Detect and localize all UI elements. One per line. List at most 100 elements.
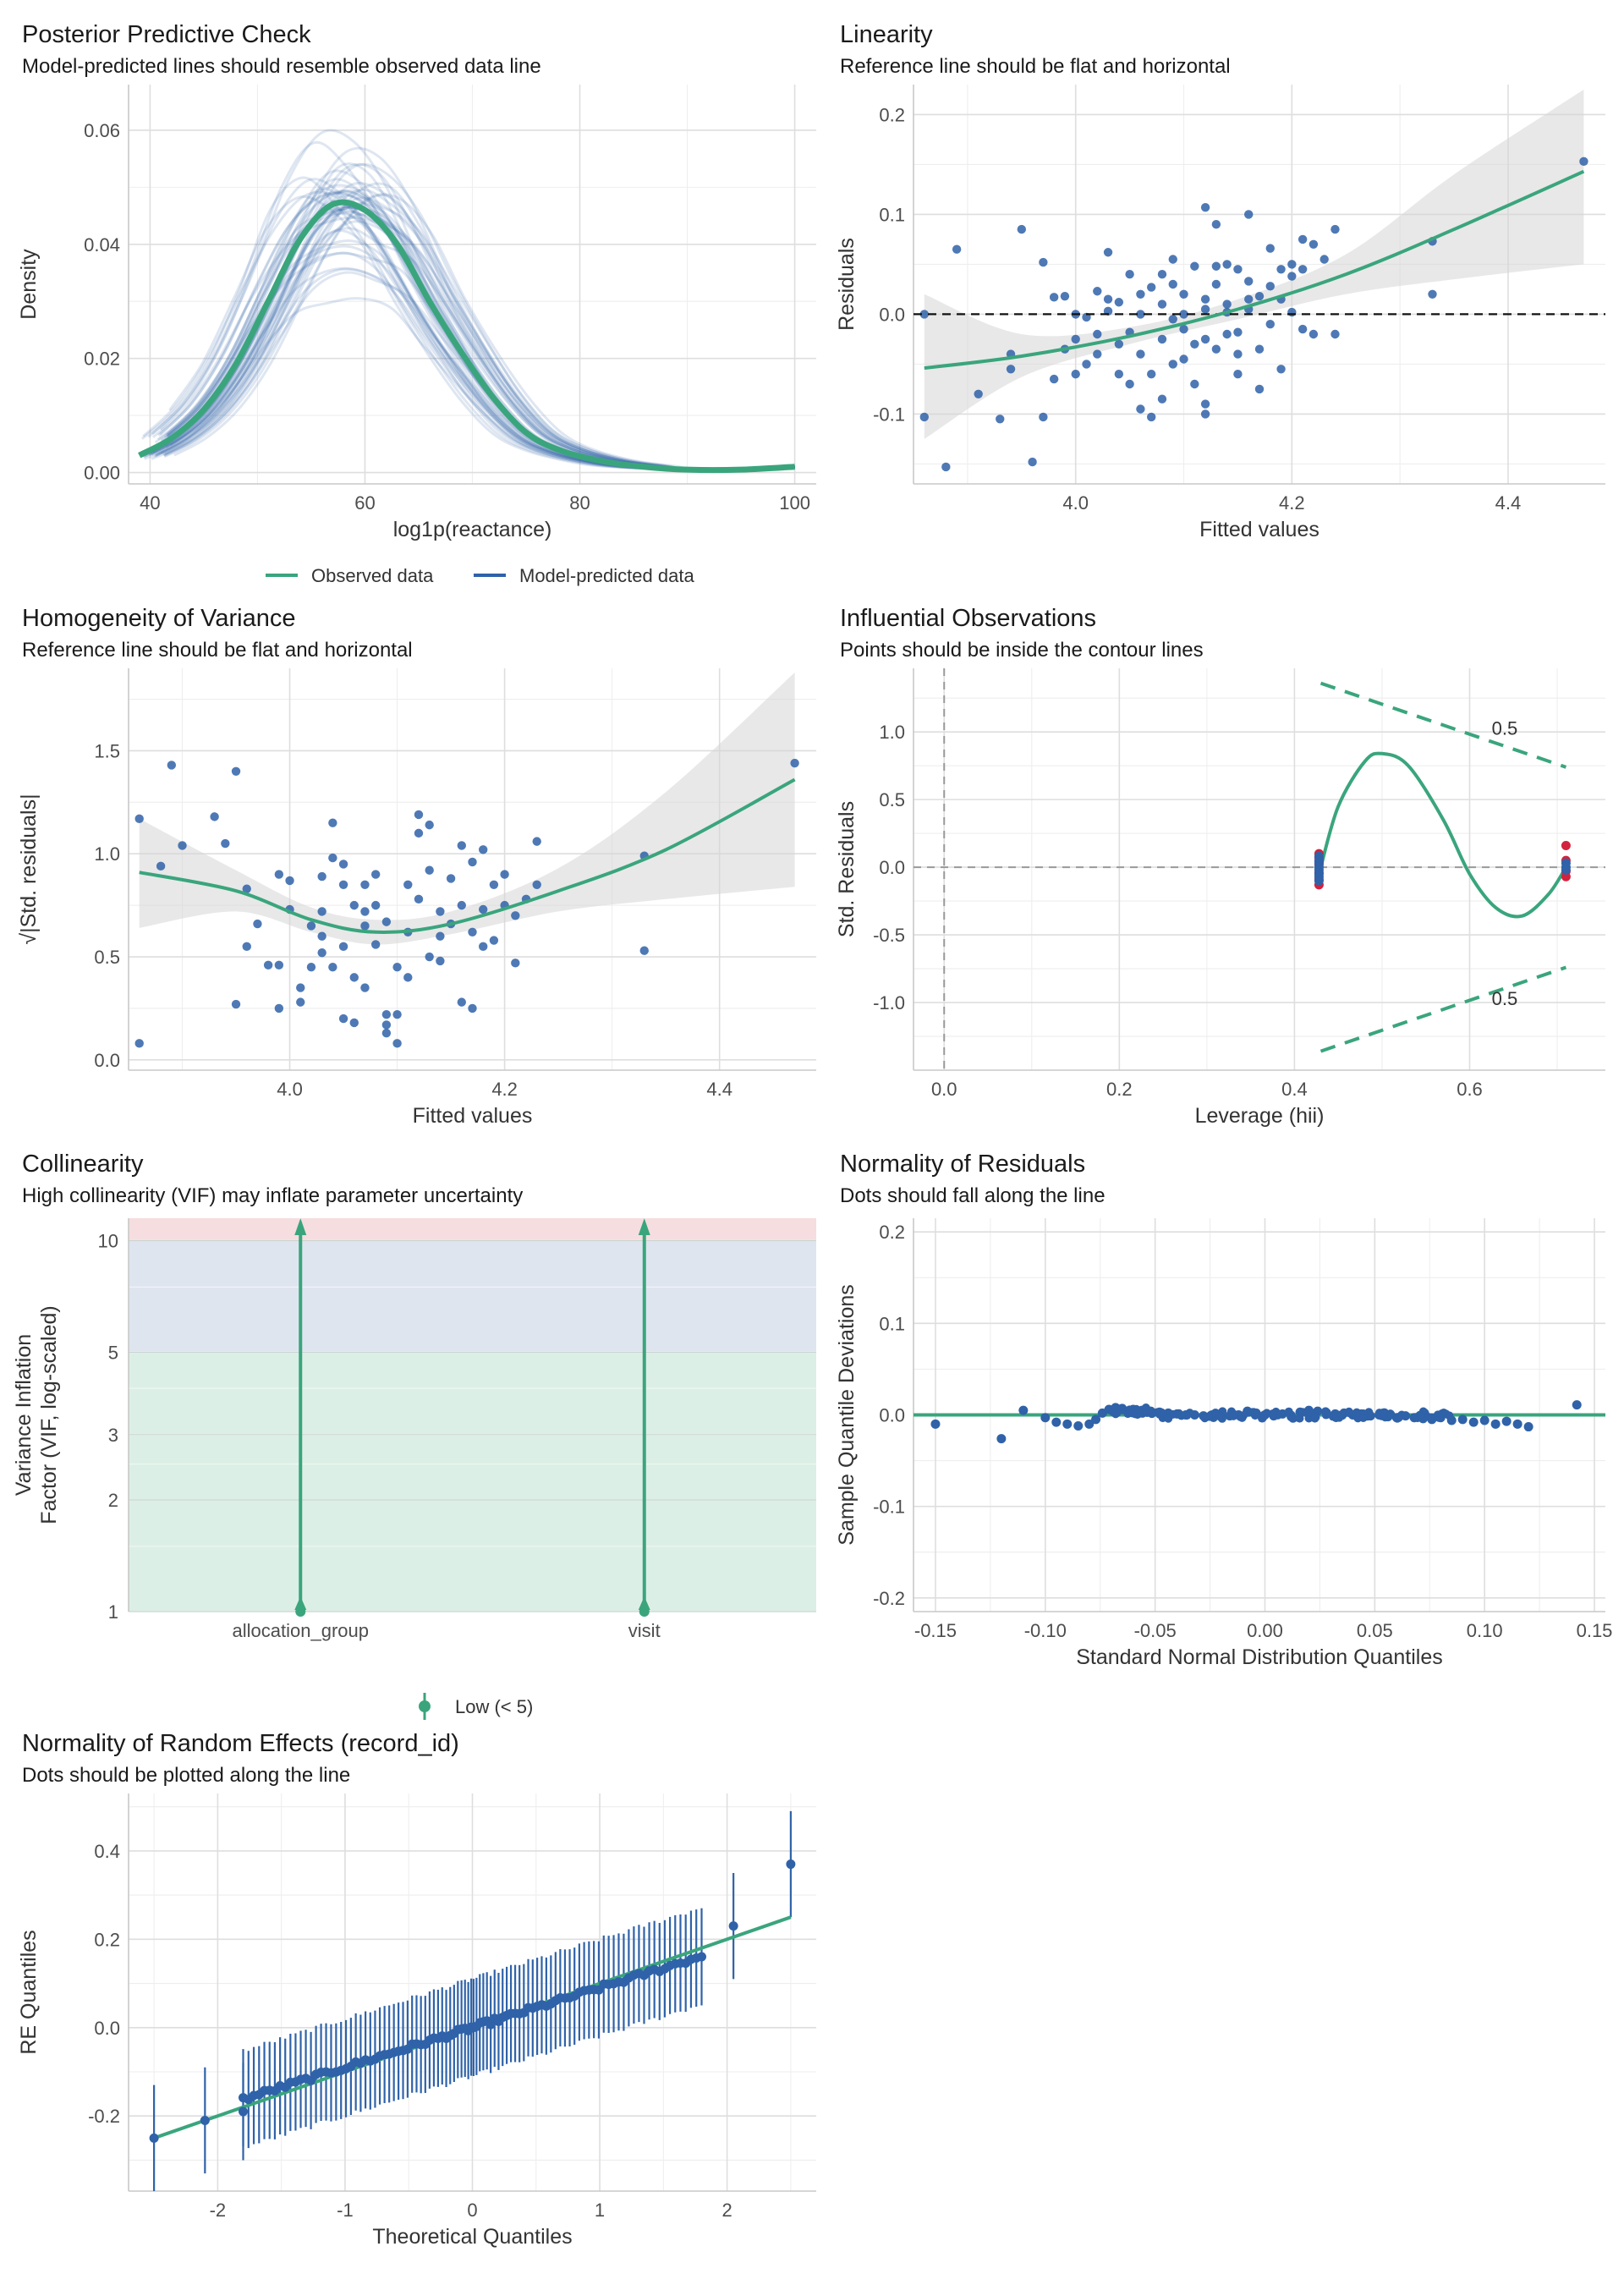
std-residual-point <box>381 917 392 926</box>
residual-point <box>1146 412 1156 422</box>
residual-point <box>1168 279 1177 289</box>
quantile-point <box>1051 1417 1062 1427</box>
x-tick-label: -0.05 <box>1134 1620 1177 1641</box>
quantile-point <box>1215 1412 1225 1421</box>
x-tick-label: -0.10 <box>1024 1620 1067 1641</box>
std-residual-point <box>360 921 370 931</box>
panel-title: Collinearity <box>22 1151 144 1178</box>
residual-point <box>1179 354 1188 364</box>
y-tick-label: 0.5 <box>879 789 905 810</box>
panel-influential-observations: Influential Observations Points should be… <box>835 605 1605 1128</box>
panel-subtitle: Dots should fall along the line <box>840 1184 1106 1207</box>
residual-point <box>1136 289 1145 299</box>
residual-point <box>1200 334 1210 344</box>
quantile-point <box>1288 1414 1298 1423</box>
quantile-point <box>996 1434 1007 1444</box>
re-point <box>728 1921 738 1931</box>
std-residual-point <box>436 931 445 941</box>
residual-point <box>1039 257 1048 267</box>
residual-point <box>1125 379 1134 389</box>
std-residual-point <box>253 919 262 929</box>
residual-point <box>1071 334 1080 344</box>
quantile-point <box>1284 1407 1293 1416</box>
std-residual-point <box>414 894 424 904</box>
quantile-point <box>1259 1411 1268 1420</box>
std-residual-point <box>425 865 434 875</box>
cooks-contour-lower <box>1320 965 1567 1053</box>
y-tick-label: 0.02 <box>84 349 120 370</box>
quantile-point <box>1132 1404 1141 1414</box>
std-residual-point <box>349 900 359 910</box>
y-tick-label: -0.1 <box>873 1497 905 1518</box>
quantile-point <box>1490 1419 1501 1429</box>
legend-label-predicted: Model-predicted data <box>519 565 694 586</box>
quantile-point <box>1366 1412 1375 1421</box>
cooks-contour-upper <box>1320 681 1567 769</box>
residual-point <box>1233 370 1243 379</box>
re-point <box>306 2075 316 2085</box>
residual-point <box>1254 291 1265 301</box>
residual-point <box>1200 294 1210 304</box>
y-tick-label: 1.5 <box>94 740 120 761</box>
residual-point <box>1233 327 1243 337</box>
quantile-point <box>1468 1417 1479 1427</box>
quantile-point <box>1084 1419 1095 1429</box>
loess-line <box>139 777 796 934</box>
std-residual-point <box>338 880 348 889</box>
residual-point <box>1017 224 1027 234</box>
residual-point <box>1222 260 1232 269</box>
vif-point <box>639 1607 650 1617</box>
contour-label-lower: 0.5 <box>1492 988 1518 1009</box>
x-tick-label: 40 <box>140 492 160 514</box>
quantile-point <box>1416 1412 1425 1421</box>
observation-point <box>1561 865 1571 875</box>
std-residual-point <box>134 814 144 824</box>
std-residual-point <box>457 841 466 850</box>
x-tick-label: 4.2 <box>491 1079 518 1100</box>
residual-point <box>1211 220 1221 229</box>
residual-point <box>1190 339 1199 349</box>
panel-subtitle: Reference line should be flat and horizo… <box>840 55 1231 78</box>
residual-point <box>974 389 983 398</box>
std-residual-point <box>511 911 520 920</box>
x-tick-label: 4.0 <box>277 1079 303 1100</box>
x-axis-label: log1p(reactance) <box>393 518 552 541</box>
y-tick-label: 0.5 <box>94 947 120 968</box>
x-tick-label: 0.15 <box>1577 1620 1613 1641</box>
std-residual-point <box>381 1020 392 1030</box>
residual-point <box>1157 270 1167 279</box>
quantile-point <box>1386 1409 1396 1419</box>
std-residual-point <box>231 766 241 776</box>
residual-point <box>1244 210 1254 219</box>
residual-point <box>1136 310 1145 319</box>
panel-title: Linearity <box>840 21 933 48</box>
x-axis-label: Theoretical Quantiles <box>372 2225 572 2249</box>
residual-point <box>1244 294 1254 304</box>
vif-interval-arrow <box>294 1218 307 1235</box>
residual-point <box>1298 324 1308 334</box>
y-tick-label: 0.0 <box>879 857 905 878</box>
residual-point <box>1125 270 1134 279</box>
y-axis-label: Sample Quantile Deviations <box>835 1284 859 1546</box>
vif-interval-arrow-low <box>638 1596 650 1610</box>
quantile-point <box>1091 1414 1101 1425</box>
quantile-point <box>1200 1414 1210 1423</box>
std-residual-point <box>296 997 305 1007</box>
quantile-point <box>1344 1407 1353 1416</box>
residual-point <box>1287 307 1297 317</box>
predicted-density-line <box>151 140 795 471</box>
residual-point <box>1309 329 1319 339</box>
std-residual-point <box>489 880 499 889</box>
x-tick-label: -1 <box>337 2200 354 2221</box>
std-residual-point <box>167 761 177 770</box>
x-tick-label: 0.00 <box>1247 1620 1283 1641</box>
y-tick-label: -0.2 <box>88 2106 120 2127</box>
quantile-point <box>1157 1408 1166 1417</box>
quantile-point <box>1380 1408 1389 1417</box>
std-residual-point <box>285 876 294 886</box>
residual-point <box>1298 265 1308 274</box>
std-residual-point <box>381 1028 392 1038</box>
re-point <box>697 1952 706 1962</box>
x-tick-label: 4.0 <box>1062 492 1089 514</box>
